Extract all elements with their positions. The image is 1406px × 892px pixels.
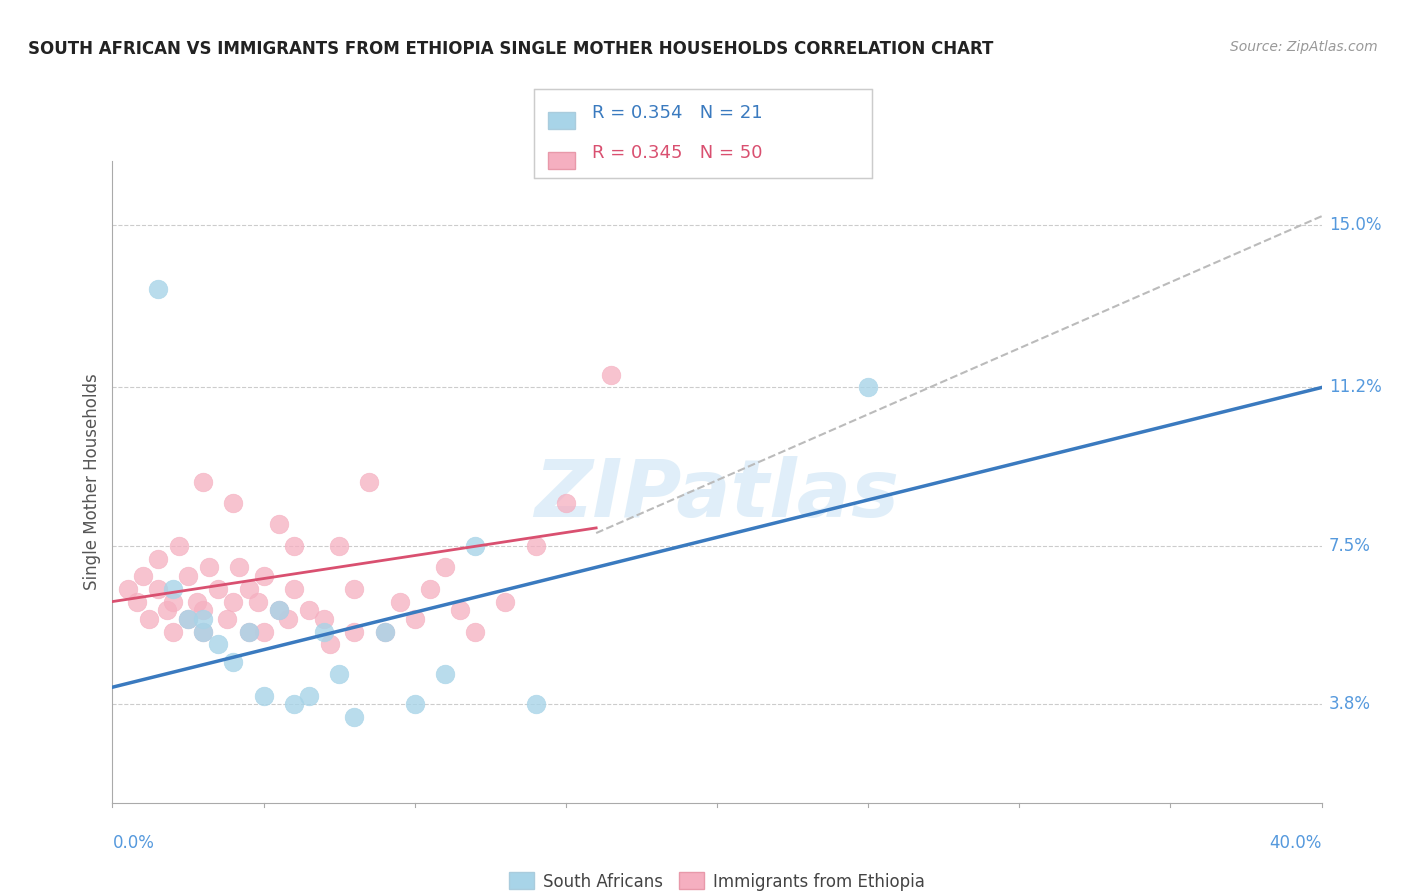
Point: [222, 594, 245, 608]
Point: [162, 624, 184, 639]
Point: [177, 612, 200, 626]
Point: [186, 594, 208, 608]
Text: 7.5%: 7.5%: [1329, 537, 1371, 555]
Point: [464, 624, 486, 639]
Point: [132, 569, 155, 583]
Point: [554, 496, 576, 510]
Point: [298, 689, 321, 703]
Point: [222, 655, 245, 669]
Point: [328, 539, 350, 553]
Point: [162, 582, 184, 596]
Point: [319, 637, 342, 651]
Point: [156, 603, 179, 617]
Point: [238, 624, 260, 639]
Point: [253, 569, 276, 583]
Point: [207, 637, 229, 651]
Point: [228, 560, 250, 574]
Point: [146, 551, 169, 566]
Point: [524, 539, 547, 553]
Point: [277, 612, 299, 626]
Point: [162, 594, 184, 608]
Point: [283, 539, 305, 553]
Point: [283, 698, 305, 712]
Point: [434, 560, 457, 574]
Point: [207, 582, 229, 596]
Point: [404, 698, 426, 712]
Text: ZIPatlas: ZIPatlas: [534, 456, 900, 533]
Point: [495, 594, 517, 608]
Point: [267, 517, 290, 532]
Y-axis label: Single Mother Households: Single Mother Households: [83, 374, 101, 590]
FancyBboxPatch shape: [548, 153, 575, 169]
Point: [253, 624, 276, 639]
Point: [298, 603, 321, 617]
Text: 11.2%: 11.2%: [1329, 378, 1382, 396]
Point: [343, 710, 366, 724]
Point: [177, 612, 200, 626]
Point: [146, 582, 169, 596]
Point: [449, 603, 471, 617]
Point: [374, 624, 396, 639]
Point: [191, 475, 215, 489]
Point: [314, 624, 336, 639]
Point: [359, 475, 381, 489]
Point: [238, 582, 260, 596]
Point: [217, 612, 239, 626]
Text: SOUTH AFRICAN VS IMMIGRANTS FROM ETHIOPIA SINGLE MOTHER HOUSEHOLDS CORRELATION C: SOUTH AFRICAN VS IMMIGRANTS FROM ETHIOPI…: [28, 40, 994, 58]
Point: [464, 539, 486, 553]
Point: [343, 582, 366, 596]
Text: R = 0.345   N = 50: R = 0.345 N = 50: [592, 145, 762, 162]
Point: [858, 380, 880, 394]
Point: [314, 612, 336, 626]
Point: [222, 496, 245, 510]
Point: [267, 603, 290, 617]
Point: [328, 667, 350, 681]
Point: [246, 594, 269, 608]
Point: [524, 698, 547, 712]
Point: [191, 624, 215, 639]
Text: 0.0%: 0.0%: [112, 834, 155, 852]
Text: 40.0%: 40.0%: [1270, 834, 1322, 852]
Text: 15.0%: 15.0%: [1329, 216, 1381, 234]
Point: [253, 689, 276, 703]
Text: 3.8%: 3.8%: [1329, 696, 1371, 714]
FancyBboxPatch shape: [548, 112, 575, 129]
Point: [419, 582, 441, 596]
Point: [177, 569, 200, 583]
Point: [374, 624, 396, 639]
Point: [167, 539, 190, 553]
Point: [138, 612, 160, 626]
Point: [404, 612, 426, 626]
Point: [343, 624, 366, 639]
Point: [267, 603, 290, 617]
Point: [191, 612, 215, 626]
Point: [191, 624, 215, 639]
Point: [388, 594, 411, 608]
Point: [198, 560, 221, 574]
Point: [117, 582, 139, 596]
Point: [283, 582, 305, 596]
Point: [191, 603, 215, 617]
Point: [125, 594, 148, 608]
Text: Source: ZipAtlas.com: Source: ZipAtlas.com: [1230, 40, 1378, 54]
Point: [238, 624, 260, 639]
Point: [146, 282, 169, 296]
Point: [600, 368, 623, 382]
Point: [434, 667, 457, 681]
Text: R = 0.354   N = 21: R = 0.354 N = 21: [592, 104, 762, 122]
Legend: South Africans, Immigrants from Ethiopia: South Africans, Immigrants from Ethiopia: [503, 866, 931, 892]
